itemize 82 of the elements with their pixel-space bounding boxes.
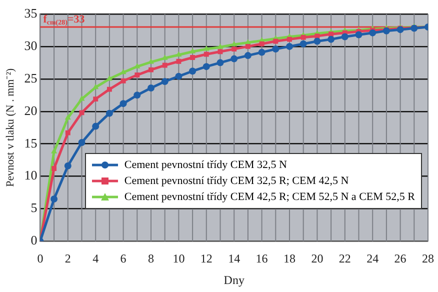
point [244,52,252,60]
point [300,34,306,40]
point [202,63,210,70]
point [231,41,238,46]
x-tick-label: 20 [311,252,324,266]
x-tick-label: 6 [120,252,126,266]
point [148,67,154,72]
y-tick-label: 20 [24,102,38,118]
x-tick-label: 4 [92,252,99,266]
point [134,72,140,78]
x-axis-title: Dny [224,272,244,287]
point [218,49,223,54]
point [314,38,321,45]
point [258,48,266,56]
point [106,110,113,117]
point [244,39,251,44]
x-tick-label: 18 [284,252,296,266]
point [217,44,224,49]
point [355,31,362,38]
point [286,42,293,50]
point [245,44,250,49]
x-tick-label: 26 [394,252,406,266]
y-tick-label: 25 [24,70,38,86]
point [272,46,280,53]
y-tick-label: 5 [30,200,38,216]
point [203,46,210,51]
point [78,96,85,101]
x-tick-label: 28 [422,252,434,266]
point [65,130,70,136]
y-tick-label: 30 [24,38,38,53]
point [176,51,182,57]
legend-label: Cement pevnostní třídy CEM 32,5 R; CEM 42,5 N [124,174,349,190]
point [106,86,112,92]
point [176,58,182,64]
x-tick-label: 22 [338,252,351,266]
x-tick-label: 8 [148,252,154,266]
point [78,139,86,146]
legend-label: Cement pevnostní třídy CEM 42,5 R; CEM 52,5 N a CEM 52,5 R [124,190,415,206]
point [52,166,57,171]
point [190,55,196,60]
y-tick-label: 0 [30,232,38,248]
point [259,41,264,46]
point [189,68,196,75]
point [148,84,154,92]
point [162,62,168,68]
y-tick-label: 35 [24,5,38,20]
x-tick-label: 24 [366,252,379,266]
point [273,38,278,44]
point [216,59,224,66]
point [120,100,127,108]
point [120,78,126,84]
point [92,122,100,130]
point [328,36,335,43]
point [175,72,182,80]
x-tick-label: 12 [200,252,212,266]
point [204,52,209,57]
y-axis-title: Pevnost v tlaku (N . mm⁻²) [4,68,16,187]
legend-label: Cement pevnostní třídy CEM 32,5 N [124,158,287,174]
point [134,92,141,99]
point [92,84,99,90]
y-tick-label: 15 [24,135,38,150]
point [287,36,292,42]
point [369,29,376,36]
point [300,40,307,48]
point [232,46,237,52]
point [51,148,58,154]
point [64,162,72,170]
point [341,33,348,40]
point [161,78,168,86]
x-tick-label: 14 [228,252,240,266]
point [314,34,320,39]
point [50,196,58,203]
point [93,96,98,102]
point [79,110,84,116]
x-tick-label: 16 [256,252,268,266]
point [328,32,334,37]
y-tick-label: 10 [24,168,38,183]
point [64,114,71,120]
x-tick-label: 10 [172,252,185,266]
point [396,26,404,34]
point [230,55,238,62]
x-tick-label: 2 [64,252,71,266]
